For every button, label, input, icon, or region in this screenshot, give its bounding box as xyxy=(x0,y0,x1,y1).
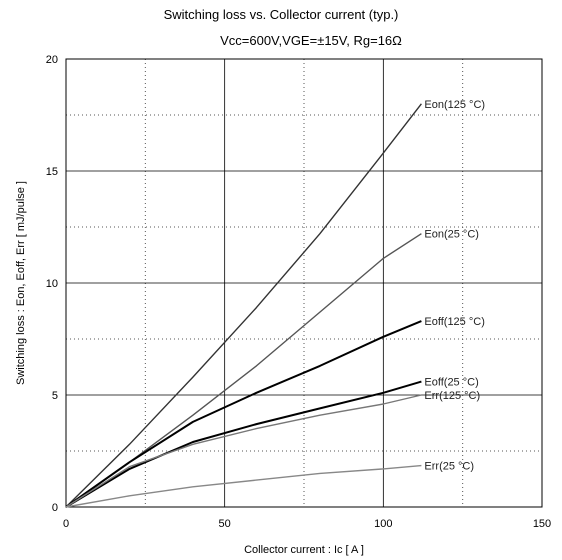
series-line xyxy=(65,320,422,508)
x-tick-label: 50 xyxy=(219,518,231,530)
series-label: Eon(125 °C) xyxy=(424,99,485,111)
series-label: Eoff(25 °C) xyxy=(424,377,478,389)
series-label: Err(25 °C) xyxy=(424,461,474,473)
series-line xyxy=(65,380,422,508)
y-tick-label: 10 xyxy=(46,278,58,290)
series-line xyxy=(65,464,422,508)
chart-subtitle: Vcc=600V,VGE=±15V, Rg=16Ω xyxy=(220,33,402,48)
series-label: Eon(25 °C) xyxy=(424,229,479,241)
chart-title: Switching loss vs. Collector current (ty… xyxy=(163,7,399,22)
y-axis-label: Switching loss : Eon, Eoff, Err [ mJ/pul… xyxy=(15,181,27,385)
x-tick-label: 100 xyxy=(374,518,392,530)
series-labels: Eon(125 °C) Eon(25 °C) Eoff(125 °C) Eoff(25… xyxy=(424,99,485,473)
series-line xyxy=(65,394,422,508)
series-lines xyxy=(65,103,422,508)
series-label: Err(125 °C) xyxy=(424,390,480,402)
series-line xyxy=(65,233,422,508)
plot-frame xyxy=(65,58,543,508)
tick-labels: 0 50 100 150 0 5 10 15 20 xyxy=(46,54,551,530)
grid xyxy=(66,59,542,507)
x-tick-label: 0 xyxy=(63,518,69,530)
y-tick-label: 0 xyxy=(52,502,58,514)
series-line xyxy=(65,103,422,508)
x-axis-label: Collector current : Ic [ A ] xyxy=(244,544,364,556)
y-tick-label: 20 xyxy=(46,54,58,66)
y-tick-label: 5 xyxy=(52,390,58,402)
x-tick-label: 150 xyxy=(533,518,551,530)
series-label: Eoff(125 °C) xyxy=(424,316,484,328)
y-tick-label: 15 xyxy=(46,166,58,178)
